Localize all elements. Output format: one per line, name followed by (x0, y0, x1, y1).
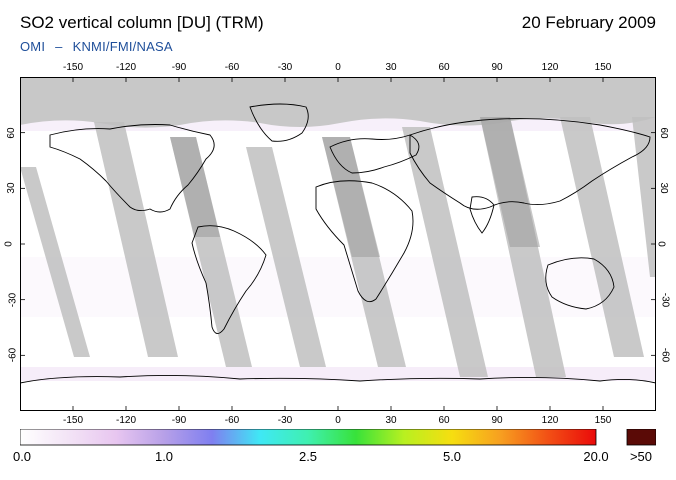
lon-label-top: 60 (438, 62, 450, 73)
lon-label-bot: 60 (438, 415, 450, 426)
data-credit: OMI – KNMI/FMI/NASA (20, 39, 173, 54)
map-date: 20 February 2009 (521, 13, 656, 32)
colorbar-tick-label: 5.0 (442, 449, 462, 464)
colorbar-tick-label: 20.0 (583, 449, 609, 464)
map-frame (20, 77, 656, 411)
lon-label-bot: -120 (115, 415, 137, 426)
lon-label-bot: 30 (385, 415, 397, 426)
colorbar (20, 429, 656, 446)
arctic-no-data (20, 77, 656, 128)
lat-label-left: -30 (7, 292, 19, 307)
antarctic-no-data (20, 384, 656, 411)
lon-label-top: -30 (277, 62, 293, 73)
lon-label-top: -60 (224, 62, 240, 73)
lon-label-bot: 0 (335, 415, 341, 426)
lat-label-right: 30 (658, 182, 670, 194)
coastlines (20, 103, 656, 384)
lon-label-bot: -30 (277, 415, 293, 426)
lat-label-left: 0 (3, 241, 15, 247)
orbit-gaps-dark (170, 117, 540, 257)
lon-label-bot: -150 (62, 415, 84, 426)
colorbar-scale (20, 429, 597, 446)
so2-world-map (20, 77, 656, 411)
lon-label-bot: -60 (224, 415, 240, 426)
credit-organizations: KNMI/FMI/NASA (72, 39, 173, 54)
colorbar-overflow-swatch (626, 429, 656, 446)
lat-label-left: 30 (6, 182, 18, 194)
lon-label-top: 90 (491, 62, 503, 73)
colorbar-tick-label: 1.0 (154, 449, 174, 464)
credit-separator: – (55, 39, 63, 54)
lat-label-right: 60 (658, 127, 670, 139)
lat-label-right: -60 (659, 348, 671, 363)
lon-label-top: -120 (115, 62, 137, 73)
colorbar-overflow-label: >50 (629, 449, 653, 464)
credit-instrument: OMI (20, 39, 46, 54)
lon-label-bot: -90 (171, 415, 187, 426)
lat-label-left: -60 (7, 348, 19, 363)
lon-label-bot: 120 (541, 415, 559, 426)
lon-label-bot: 150 (594, 415, 612, 426)
lat-label-left: 60 (6, 127, 18, 139)
lon-label-top: 0 (335, 62, 341, 73)
lat-label-right: 0 (655, 241, 667, 247)
lon-label-top: 30 (385, 62, 397, 73)
lon-label-top: -90 (171, 62, 187, 73)
map-title: SO2 vertical column [DU] (TRM) (20, 13, 264, 32)
colorbar-tick-label: 0.0 (12, 449, 32, 464)
lon-label-top: 150 (594, 62, 612, 73)
lon-label-top: -150 (62, 62, 84, 73)
lon-label-bot: 90 (491, 415, 503, 426)
colorbar-tick-label: 2.5 (298, 449, 318, 464)
lat-label-right: -30 (659, 292, 671, 307)
lon-label-top: 120 (541, 62, 559, 73)
